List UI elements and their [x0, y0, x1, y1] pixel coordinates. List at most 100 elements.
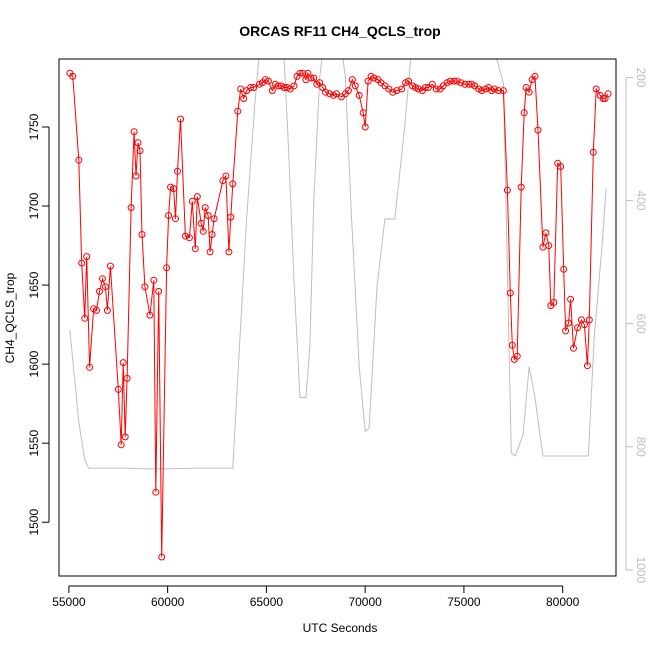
ch4-point — [136, 147, 144, 155]
y2-tick-label: 800 — [634, 437, 648, 457]
ch4-point — [93, 306, 100, 314]
ch4-point — [359, 109, 367, 117]
ch4-point — [134, 139, 142, 147]
ch4-point — [428, 80, 436, 88]
y-axis-label: CH4_QCLS_trop — [3, 272, 17, 363]
ch4-point — [121, 433, 129, 441]
ch4-point — [229, 180, 237, 188]
ch4-series — [66, 69, 612, 561]
ch4-point — [114, 385, 122, 393]
ch4-point — [158, 553, 166, 561]
y2-tick-label: 1000 — [634, 556, 648, 583]
pressure-line — [69, 59, 607, 470]
ch4-point — [557, 163, 565, 170]
ch4-point — [580, 321, 588, 329]
chart-title: ORCAS RF11 CH4_QCLS_trop — [239, 23, 440, 39]
ch4-point — [432, 85, 440, 93]
ch4-point — [78, 259, 86, 267]
ch4-point — [370, 74, 378, 82]
y-tick-label: 1700 — [27, 192, 41, 219]
ch4-point — [172, 215, 179, 223]
y2-axis: 200 400 600 800 1000 — [625, 67, 648, 583]
ch4-point — [322, 88, 330, 96]
ch4-point — [206, 248, 214, 256]
ch4-point — [165, 212, 173, 219]
ch4-point — [307, 74, 315, 82]
ch4-point — [181, 232, 189, 240]
plot-frame — [58, 58, 617, 577]
ch4-point — [234, 107, 242, 115]
ch4-point — [326, 90, 334, 98]
ch4-point — [201, 204, 209, 212]
ch4-point — [478, 87, 486, 95]
y2-tick-label: 400 — [634, 191, 648, 211]
ch4-point — [545, 242, 553, 250]
x-tick-label: 55000 — [52, 595, 86, 609]
ch4-point — [520, 109, 528, 117]
ch4-point — [141, 283, 149, 291]
ch4-point — [604, 90, 612, 98]
ch4-point — [503, 186, 511, 194]
ch4-point — [69, 72, 77, 80]
ch4-point — [560, 265, 568, 273]
ch4-point — [210, 215, 218, 223]
ch4-point — [534, 126, 542, 134]
ch4-point — [117, 441, 125, 449]
ch4-point — [86, 363, 94, 371]
ch4-point — [123, 374, 131, 382]
ch4-point — [531, 72, 539, 80]
y2-tick-label: 200 — [634, 67, 648, 87]
ch4-point — [491, 85, 498, 93]
ch4-point — [570, 344, 577, 352]
ch4-point — [75, 156, 83, 164]
y2-tick-label: 600 — [634, 314, 648, 334]
ch4-point — [174, 167, 181, 175]
ch4-point — [583, 362, 591, 370]
ch4-point — [146, 311, 154, 319]
ch4-point — [574, 324, 581, 332]
ch4-point — [204, 212, 212, 219]
ch4-point — [562, 327, 570, 335]
ch4-point — [355, 91, 363, 99]
ch4-point — [247, 84, 255, 91]
ch4-point — [130, 128, 138, 136]
ch4-point — [191, 245, 199, 253]
y-tick-label: 1600 — [27, 350, 41, 377]
x-axis-label: UTC Seconds — [303, 621, 378, 635]
ch4-point — [299, 69, 307, 77]
ch4-point — [450, 77, 458, 85]
ch4-point — [398, 85, 406, 93]
ch4-point — [542, 229, 550, 237]
ch4-point — [152, 488, 160, 496]
ch4-point — [199, 227, 207, 235]
ch4-point — [499, 87, 507, 95]
ch4-point — [567, 295, 575, 303]
ch4-point — [83, 253, 91, 261]
ch4-point — [310, 74, 318, 82]
ch4-point — [81, 314, 89, 322]
ch4-point — [225, 248, 233, 256]
ch4-point — [525, 88, 533, 96]
ch4-point — [188, 197, 196, 205]
ch4-point — [446, 77, 454, 85]
ch4-point — [227, 213, 235, 221]
ch4-point — [361, 123, 369, 131]
x-tick-label: 70000 — [348, 595, 382, 609]
ch4-point — [268, 87, 276, 95]
ch4-point — [457, 79, 465, 87]
x-tick-label: 80000 — [546, 595, 580, 609]
ch4-point — [103, 306, 111, 314]
ch4-point — [592, 85, 600, 93]
y-tick-label: 1500 — [27, 509, 41, 536]
ch4-point — [296, 69, 304, 77]
ch4-point — [119, 359, 127, 367]
ch4-point — [101, 283, 109, 291]
ch4-point — [495, 87, 502, 95]
x-axis: 55000 60000 65000 70000 75000 80000 — [52, 585, 580, 609]
ch4-point — [517, 183, 525, 191]
ch4-point — [506, 289, 514, 297]
y-axis: 1500 1550 1600 1650 1700 1750 — [27, 113, 50, 536]
ch4-point — [193, 193, 201, 201]
x-tick-label: 75000 — [447, 595, 481, 609]
